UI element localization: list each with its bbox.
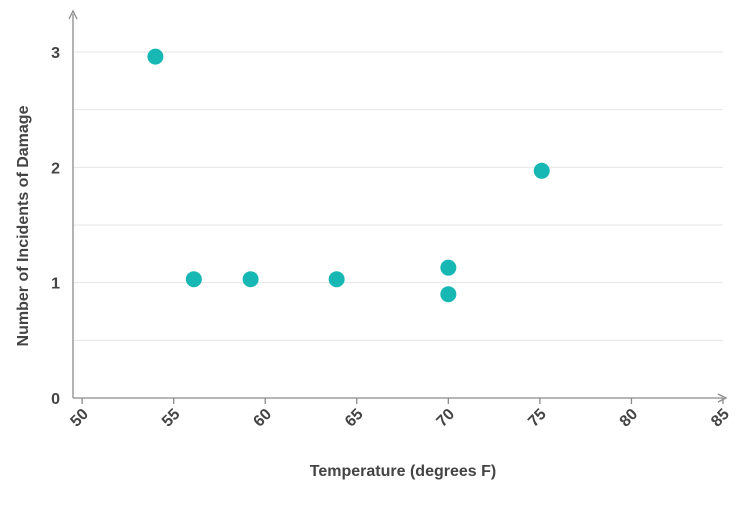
x-tick-labels: 50 55 60 65 70 75 80 85 [67, 398, 733, 430]
data-point [328, 271, 345, 288]
data-point [440, 259, 457, 276]
x-tick-label: 60 [250, 406, 275, 431]
data-point [147, 48, 164, 65]
x-axis-arrow-icon [717, 393, 728, 403]
x-tick-label: 50 [67, 406, 92, 431]
data-point [533, 162, 550, 179]
y-tick-labels: 0 1 2 3 [51, 45, 60, 408]
data-points [147, 48, 550, 303]
y-tick-label: 0 [51, 391, 60, 408]
data-point [185, 271, 202, 288]
x-tick-label: 85 [708, 406, 733, 431]
y-tick-label: 2 [51, 160, 60, 177]
y-tick-label: 3 [51, 45, 60, 62]
data-point [440, 286, 457, 303]
x-tick-label: 65 [342, 406, 367, 431]
x-tick-label: 70 [434, 406, 459, 431]
axes [68, 9, 728, 403]
gridlines [73, 51, 723, 341]
data-point [242, 271, 259, 288]
x-tick-label: 80 [617, 406, 642, 431]
x-axis-title: Temperature (degrees F) [310, 463, 496, 480]
x-tick-label: 75 [525, 406, 550, 431]
y-tick-label: 1 [51, 276, 60, 293]
y-axis-arrow-icon [68, 9, 78, 20]
x-tick-label: 55 [159, 406, 184, 431]
y-axis-title: Number of Incidents of Damage [15, 105, 32, 346]
